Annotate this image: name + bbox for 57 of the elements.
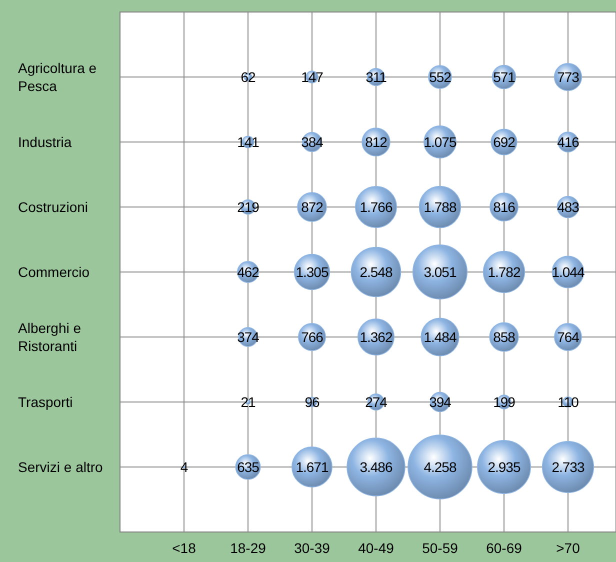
data-label: 374 <box>237 328 260 345</box>
y-tick-label: Agricoltura e Pesca <box>18 60 97 94</box>
data-label: 1.671 <box>296 458 329 475</box>
data-label: 4.258 <box>424 458 457 475</box>
data-label: 2.733 <box>552 458 585 475</box>
data-label: 773 <box>557 68 580 85</box>
data-label: 764 <box>557 328 580 345</box>
data-label: 219 <box>237 198 260 215</box>
data-label: 416 <box>557 134 580 150</box>
data-label: 1.305 <box>296 264 329 280</box>
x-tick-label: 30-39 <box>294 540 330 556</box>
data-label: 1.044 <box>552 264 585 280</box>
y-tick-label: Costruzioni <box>18 198 88 215</box>
data-label: 21 <box>240 394 256 410</box>
data-label: 571 <box>493 68 516 85</box>
data-label: 635 <box>237 458 260 475</box>
data-label: 4 <box>180 458 188 475</box>
data-label: 462 <box>237 264 260 280</box>
data-label: 816 <box>493 198 516 215</box>
y-tick-label: Industria <box>18 134 72 150</box>
data-label: 483 <box>557 198 580 215</box>
data-label: 1.362 <box>360 328 393 345</box>
data-label: 394 <box>429 394 452 410</box>
data-label: 872 <box>301 198 324 215</box>
data-label: 62 <box>240 68 256 85</box>
x-tick-label: 50-59 <box>422 540 458 556</box>
data-label: 766 <box>301 328 324 345</box>
x-tick-label: 40-49 <box>358 540 394 556</box>
data-label: 141 <box>237 134 260 150</box>
data-label: 858 <box>493 328 516 345</box>
data-label: 3.051 <box>424 264 457 280</box>
data-label: 199 <box>493 394 516 410</box>
data-label: 552 <box>429 68 452 85</box>
data-label: 274 <box>365 394 388 410</box>
x-tick-label: <18 <box>172 540 196 556</box>
data-label: 3.486 <box>360 458 393 475</box>
y-tick-label: Commercio <box>18 264 90 280</box>
data-label: 812 <box>365 134 388 150</box>
data-label: 1.782 <box>488 264 521 280</box>
data-label: 96 <box>304 394 320 410</box>
data-label: 2.548 <box>360 264 393 280</box>
y-tick-label: Trasporti <box>18 394 73 410</box>
data-label: 1.484 <box>424 328 457 345</box>
data-label: 1.766 <box>360 198 393 215</box>
data-label: 147 <box>301 68 324 85</box>
data-label: 692 <box>493 134 516 150</box>
data-label: 1.788 <box>424 198 457 215</box>
x-tick-label: 18-29 <box>230 540 266 556</box>
y-tick-label: Alberghi e Ristoranti <box>18 320 82 354</box>
data-label: 311 <box>366 68 388 85</box>
x-tick-label: >70 <box>556 540 580 556</box>
y-tick-label: Servizi e altro <box>18 458 104 475</box>
data-label: 2.935 <box>488 458 521 475</box>
data-label: 110 <box>558 394 580 410</box>
data-label: 1.075 <box>424 134 457 150</box>
x-tick-label: 60-69 <box>486 540 522 556</box>
data-label: 384 <box>301 134 324 150</box>
